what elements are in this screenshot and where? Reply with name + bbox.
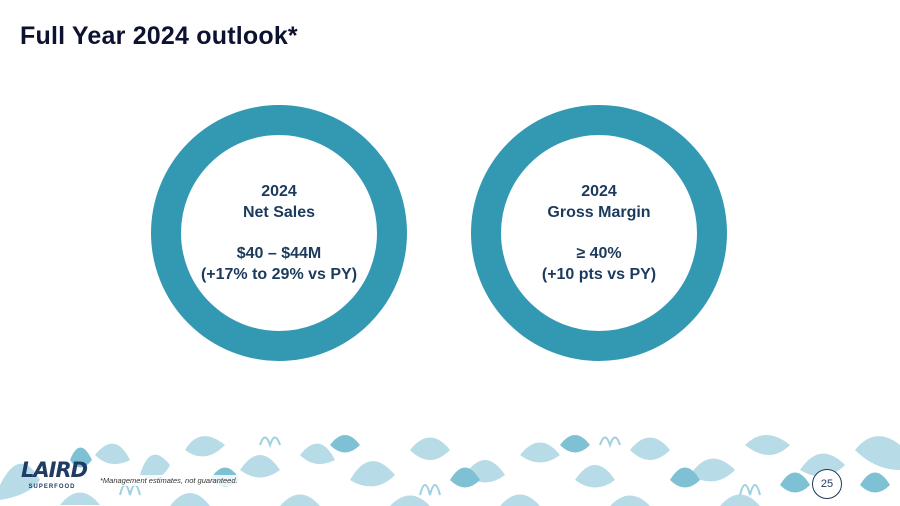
laird-logo-tagline: SUPERFOOD	[28, 484, 76, 490]
gross-margin-label: Gross Margin	[547, 204, 651, 221]
net-sales-growth: (+17% to 29% vs PY)	[200, 266, 358, 283]
page-number-badge: 25	[812, 469, 842, 499]
net-sales-year: 2024	[261, 183, 297, 200]
slide-title: Full Year 2024 outlook*	[20, 22, 298, 50]
net-sales-label: Net Sales	[242, 204, 316, 221]
net-sales-text: 2024 Net Sales $40 – $44M (+17% to 29% v…	[201, 181, 357, 285]
gross-margin-year: 2024	[581, 183, 617, 200]
leaf-pattern-decoration	[0, 435, 900, 506]
net-sales-value: $40 – $44M	[236, 245, 322, 262]
gross-margin-text: 2024 Gross Margin ≥ 40% (+10 pts vs PY)	[542, 181, 656, 285]
footnote: *Management estimates, not guaranteed.	[98, 475, 240, 486]
gross-margin-ring: 2024 Gross Margin ≥ 40% (+10 pts vs PY)	[471, 105, 727, 361]
page-number: 25	[820, 478, 834, 490]
gross-margin-change: (+10 pts vs PY)	[541, 266, 657, 283]
laird-logo: LAIRD	[21, 458, 88, 482]
net-sales-ring: 2024 Net Sales $40 – $44M (+17% to 29% v…	[151, 105, 407, 361]
gross-margin-value: ≥ 40%	[576, 245, 622, 262]
